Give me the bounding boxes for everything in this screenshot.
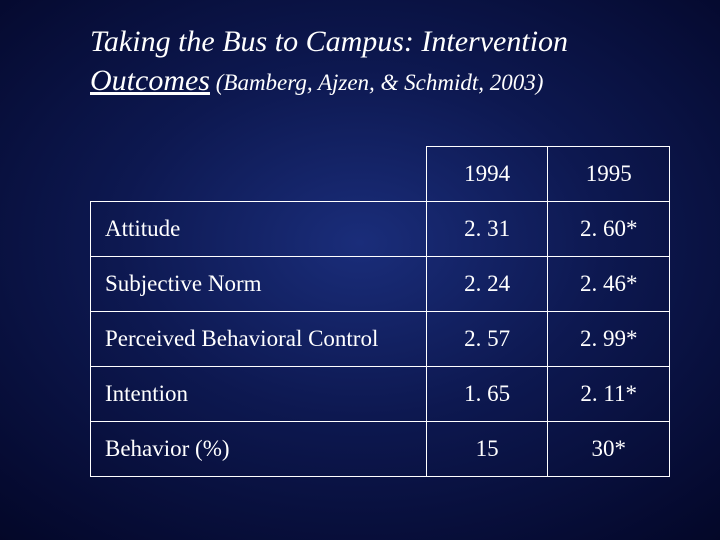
table-header-row: 1994 1995 (91, 147, 670, 202)
row-val-1994: 15 (426, 422, 548, 477)
title-citation: (Bamberg, Ajzen, & Schmidt, 2003) (210, 70, 543, 95)
title-line1: Taking the Bus to Campus: Intervention (90, 25, 568, 58)
slide: Taking the Bus to Campus: Intervention O… (0, 0, 720, 477)
row-val-1995: 2. 11* (548, 367, 670, 422)
slide-title: Taking the Bus to Campus: Intervention O… (90, 22, 650, 100)
table-row: Behavior (%) 15 30* (91, 422, 670, 477)
row-val-1995: 2. 60* (548, 202, 670, 257)
title-line2: Outcomes (90, 64, 210, 97)
row-val-1995: 2. 46* (548, 257, 670, 312)
row-val-1995: 2. 99* (548, 312, 670, 367)
table-row: Subjective Norm 2. 24 2. 46* (91, 257, 670, 312)
table-header-blank (91, 147, 427, 202)
outcomes-table-wrap: 1994 1995 Attitude 2. 31 2. 60* Subjecti… (90, 146, 670, 477)
row-val-1994: 1. 65 (426, 367, 548, 422)
table-header-1995: 1995 (548, 147, 670, 202)
table-header-1994: 1994 (426, 147, 548, 202)
row-val-1995: 30* (548, 422, 670, 477)
row-label: Behavior (%) (91, 422, 427, 477)
outcomes-table: 1994 1995 Attitude 2. 31 2. 60* Subjecti… (90, 146, 670, 477)
row-val-1994: 2. 31 (426, 202, 548, 257)
row-label: Attitude (91, 202, 427, 257)
table-row: Perceived Behavioral Control 2. 57 2. 99… (91, 312, 670, 367)
row-label: Intention (91, 367, 427, 422)
row-val-1994: 2. 57 (426, 312, 548, 367)
table-row: Attitude 2. 31 2. 60* (91, 202, 670, 257)
row-label: Subjective Norm (91, 257, 427, 312)
table-row: Intention 1. 65 2. 11* (91, 367, 670, 422)
row-val-1994: 2. 24 (426, 257, 548, 312)
row-label: Perceived Behavioral Control (91, 312, 427, 367)
